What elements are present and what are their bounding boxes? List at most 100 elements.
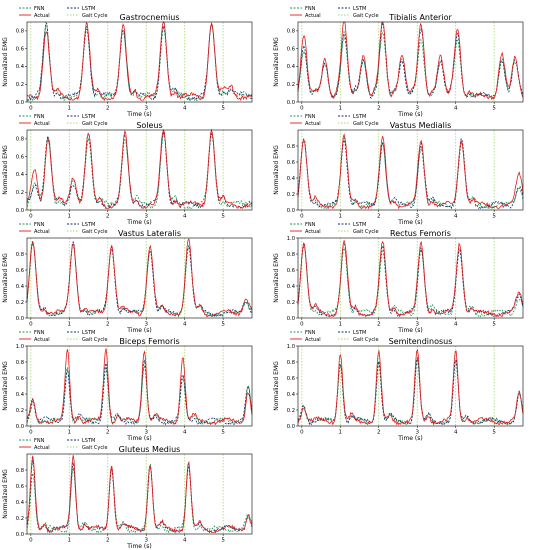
- x-tick-label: 1: [68, 322, 72, 328]
- legend-fnn-label: FNN: [305, 114, 316, 120]
- x-tick-label: 0: [29, 106, 33, 112]
- subplot-title: Tibialis Anterior: [388, 13, 452, 22]
- x-tick-label: 1: [339, 430, 343, 436]
- x-tick-label: 3: [144, 430, 148, 436]
- x-tick-label: 4: [183, 538, 187, 544]
- series-line-actual: [26, 21, 253, 102]
- series-line-actual: [26, 128, 253, 209]
- series-line-lstm: [297, 357, 524, 426]
- subplot-title: Vastus Medialis: [390, 121, 451, 130]
- x-axis-label: Time (s): [397, 435, 422, 442]
- x-tick-label: 0: [300, 430, 304, 436]
- y-tick-label: 0.4: [287, 176, 296, 182]
- legend-actual-label: Actual: [34, 229, 50, 235]
- y-tick-label: 0.0: [287, 100, 295, 106]
- axes-frame: [297, 21, 524, 103]
- x-tick-label: 4: [454, 322, 458, 328]
- x-tick-label: 4: [454, 430, 458, 436]
- x-tick-label: 1: [339, 106, 343, 112]
- y-axis-label: Normalized EMG: [2, 253, 9, 303]
- y-tick-label: 0.8: [287, 252, 295, 258]
- legend-fnn-label: FNN: [305, 6, 316, 12]
- legend-gait-cycle-label: Gait Cycle: [82, 121, 108, 127]
- y-tick-label: 1.0: [16, 344, 24, 350]
- subplot-semitendinosus: 0 1 2 3 4 5 0.0 0.2 0.4 0.6 0.8 1.0 Time (s) Normaliz…: [273, 330, 524, 442]
- y-axis-label: Normalized EMG: [2, 361, 9, 411]
- x-tick-label: 4: [454, 106, 458, 112]
- x-tick-label: 2: [106, 214, 110, 220]
- y-axis-label: Normalized EMG: [273, 145, 280, 195]
- subplot-title: Soleus: [136, 121, 162, 130]
- series-line-lstm: [297, 22, 524, 99]
- series-line-fnn: [297, 136, 524, 210]
- x-tick-label: 0: [29, 538, 33, 544]
- x-tick-label: 2: [106, 106, 110, 112]
- axes-frame: [297, 129, 524, 211]
- y-tick-label: 0.0: [16, 100, 24, 106]
- legend-fnn-label: FNN: [34, 438, 45, 444]
- x-tick-label: 1: [339, 322, 343, 328]
- legend-actual-label: Actual: [305, 121, 321, 127]
- x-tick-label: 2: [377, 430, 381, 436]
- legend-fnn-label: FNN: [34, 330, 45, 336]
- y-tick-label: 0.4: [16, 284, 25, 290]
- series-line-fnn: [297, 357, 524, 426]
- x-tick-label: 2: [377, 322, 381, 328]
- legend-fnn-label: FNN: [305, 330, 316, 336]
- subplot-biceps-femoris: 0 1 2 3 4 5 0.0 0.2 0.4 0.6 0.8 1.0 Time (s) Normaliz…: [2, 330, 253, 442]
- series-line-actual: [26, 348, 253, 426]
- x-axis-label: Time (s): [126, 219, 151, 226]
- legend-gait-cycle-label: Gait Cycle: [353, 229, 379, 235]
- series-line-actual: [297, 133, 524, 210]
- subplot-gluteus-medius: 0 1 2 3 4 5 0.0 0.2 0.4 0.6 0.8 Time (s) Normalized …: [2, 438, 253, 550]
- y-tick-label: 0.4: [16, 392, 25, 398]
- legend-fnn-label: FNN: [305, 222, 316, 228]
- series-line-fnn: [297, 31, 524, 101]
- x-tick-label: 3: [415, 430, 419, 436]
- legend-gait-cycle-label: Gait Cycle: [353, 13, 379, 19]
- x-tick-label: 1: [68, 430, 72, 436]
- legend-gait-cycle-label: Gait Cycle: [82, 445, 108, 451]
- y-axis-label: Normalized EMG: [2, 37, 9, 87]
- y-tick-label: 0.2: [287, 300, 295, 306]
- series-line-fnn: [26, 131, 253, 210]
- x-tick-label: 5: [492, 214, 496, 220]
- axes-frame: [26, 453, 253, 535]
- legend-actual-label: Actual: [34, 121, 50, 127]
- subplot-title: Gastrocnemius: [119, 13, 179, 22]
- legend-fnn-label: FNN: [34, 6, 45, 12]
- series-line-fnn: [26, 22, 253, 102]
- y-tick-label: 0.8: [287, 360, 295, 366]
- y-tick-label: 0.8: [287, 29, 295, 35]
- y-tick-label: 0.0: [287, 316, 295, 322]
- y-tick-label: 0.4: [16, 64, 25, 70]
- series-line-lstm: [26, 460, 253, 534]
- x-tick-label: 2: [106, 430, 110, 436]
- legend-gait-cycle-label: Gait Cycle: [353, 337, 379, 343]
- y-tick-label: 1.0: [287, 236, 295, 242]
- x-tick-label: 1: [68, 538, 72, 544]
- series-line-fnn: [297, 246, 524, 318]
- x-axis-label: Time (s): [126, 543, 151, 550]
- y-tick-label: 0.6: [287, 160, 295, 166]
- series-line-fnn: [26, 365, 253, 426]
- y-tick-label: 0.4: [16, 172, 25, 178]
- legend-actual-label: Actual: [34, 337, 50, 343]
- legend-actual-label: Actual: [305, 229, 321, 235]
- y-tick-label: 1.0: [287, 344, 295, 350]
- x-tick-label: 2: [106, 322, 110, 328]
- x-tick-label: 0: [29, 430, 33, 436]
- y-axis-label: Normalized EMG: [2, 145, 9, 195]
- y-tick-label: 0.8: [16, 137, 24, 143]
- axes-frame: [26, 129, 253, 211]
- y-tick-label: 0.6: [287, 46, 295, 52]
- x-tick-label: 1: [68, 214, 72, 220]
- subplot-tibialis-anterior: 0 1 2 3 4 5 0.0 0.2 0.4 0.6 0.8 Time (s) Normalized …: [273, 6, 524, 118]
- legend-lstm-label: LSTM: [82, 6, 95, 12]
- x-tick-label: 5: [492, 322, 496, 328]
- x-tick-label: 4: [183, 214, 187, 220]
- legend-actual-label: Actual: [34, 445, 50, 451]
- x-tick-label: 5: [221, 106, 225, 112]
- y-axis-label: Normalized EMG: [273, 361, 280, 411]
